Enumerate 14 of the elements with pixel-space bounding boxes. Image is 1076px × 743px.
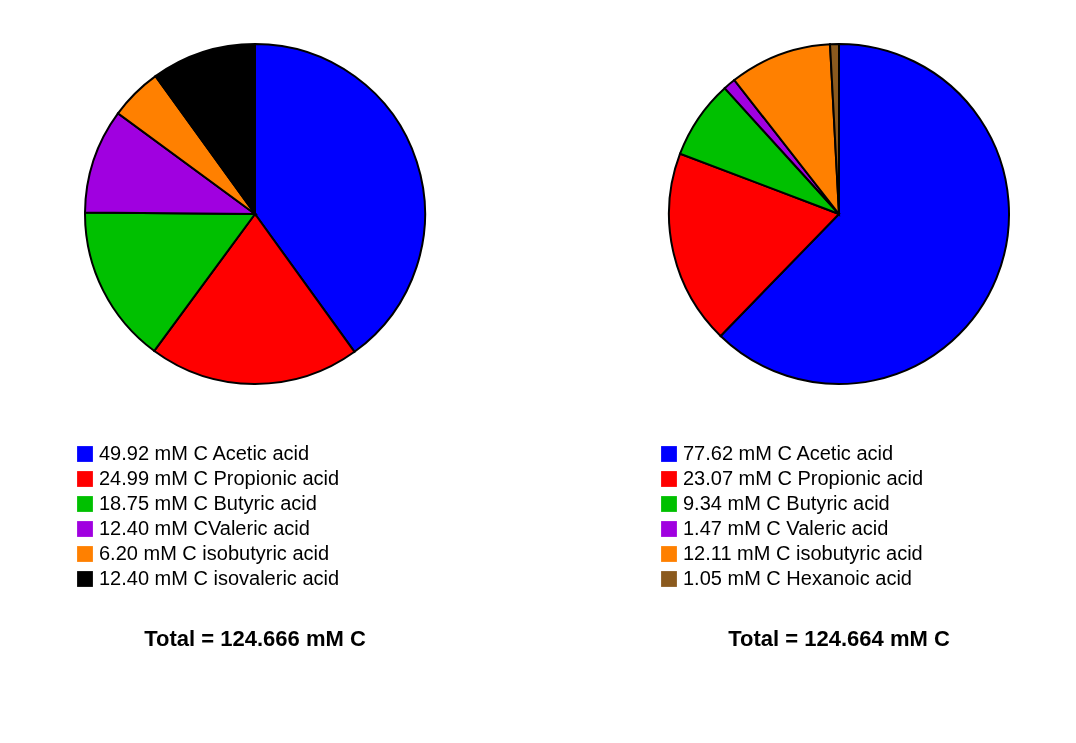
- text: Total = 124.664 mM C: [728, 626, 950, 651]
- legend-label: 24.99 mM C Propionic acid: [99, 467, 340, 489]
- text: Total = 124.666 mM C: [144, 626, 366, 651]
- legend-label: 9.34 mM C Butyric acid: [683, 492, 890, 514]
- legend-label: 6.20 mM C isobutyric acid: [99, 542, 330, 564]
- legend-label: 77.62 mM C Acetic acid: [683, 442, 894, 464]
- legend-label: 1.47 mM C Valeric acid: [683, 517, 889, 539]
- legend-label: 1.05 mM C Hexanoic acid: [683, 567, 912, 589]
- legend-label: 12.11 mM C isobutyric acid: [683, 542, 923, 564]
- legend-label: 12.40 mM CValeric acid: [99, 517, 310, 539]
- legend-label: 12.40 mM C isovaleric acid: [99, 567, 340, 589]
- legend-label: 18.75 mM C Butyric acid: [99, 492, 317, 514]
- legend-label: 49.92 mM C Acetic acid: [99, 442, 310, 464]
- legend-label: 23.07 mM C Propionic acid: [683, 467, 924, 489]
